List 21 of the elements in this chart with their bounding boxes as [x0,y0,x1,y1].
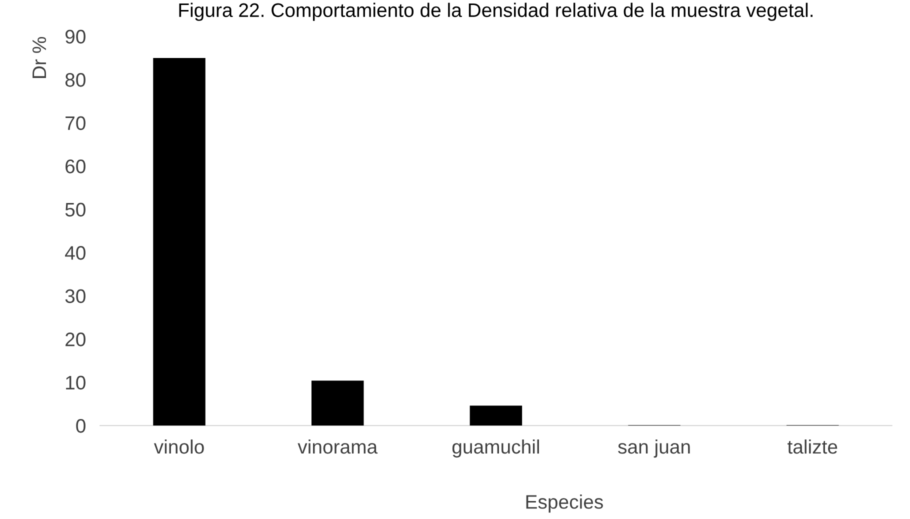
bar [153,58,206,426]
y-tick-label: 90 [65,30,86,44]
y-tick-label: 0 [76,419,86,433]
y-axis-title: Dr % [32,37,46,78]
y-tick-label: 70 [66,116,86,130]
y-tick-label: 60 [66,160,86,174]
x-tick-label: vinorama [298,439,378,454]
x-tick-label: talizte [788,439,838,454]
y-tick-label: 20 [66,332,86,346]
x-axis-title: Especies [526,494,603,513]
x-tick-label: san juan [618,439,690,458]
y-tick-label: 10 [66,376,86,390]
chart-title: Figura 22. Comportamiento de la Densidad relativa de la muestra vegetal. [179,2,812,21]
y-tick-label: 30 [65,289,86,304]
y-tick-label: 80 [65,73,86,87]
bar [311,380,364,426]
x-tick-label: guamuchil [452,439,539,458]
y-tick-label: 50 [65,202,86,217]
x-tick-label: vinolo [154,439,204,454]
y-tick-label: 40 [65,246,86,260]
bar [470,406,522,426]
